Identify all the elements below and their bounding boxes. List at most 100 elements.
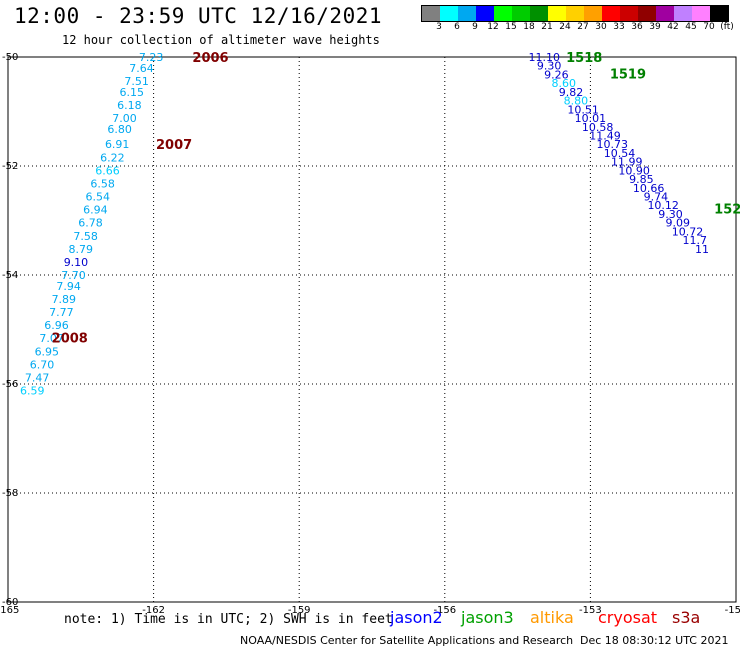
wave-height-point: 6.15 [120, 86, 145, 99]
wave-height-point: 6.91 [105, 138, 130, 151]
scale-label: 6 [454, 22, 460, 32]
scale-label: 12 [487, 22, 499, 32]
color-swatch [638, 6, 656, 21]
satellite-label-jason2: jason2 [390, 608, 443, 627]
wave-height-point: 6.58 [90, 177, 115, 190]
y-tick-label: -50 [2, 52, 18, 63]
scale-label: 45 [685, 22, 697, 32]
wave-height-point: 6.80 [107, 123, 132, 136]
color-swatch [674, 6, 692, 21]
scale-label: 33 [613, 22, 625, 32]
color-swatch [620, 6, 638, 21]
wave-height-point: 6.78 [78, 217, 103, 230]
footer-credit: NOAA/NESDIS Center for Satellite Applica… [240, 634, 574, 647]
wave-height-point: 6.94 [83, 204, 108, 217]
wave-height-point: 10.72 [672, 225, 704, 238]
scale-label: 21 [541, 22, 553, 32]
x-tick-label: -150 [725, 605, 740, 616]
color-swatch [584, 6, 602, 21]
x-tick-label: -153 [579, 605, 602, 616]
satellite-label-altika: altika [530, 608, 574, 627]
wave-height-point: 6.96 [44, 319, 69, 332]
wave-height-point: 11.7 [682, 234, 707, 247]
x-tick-label: -159 [288, 605, 311, 616]
scale-label: 36 [631, 22, 643, 32]
wave-height-point: 8.60 [551, 77, 576, 90]
wave-height-point: 9.30 [537, 60, 562, 73]
wave-height-point: 10.12 [647, 199, 679, 212]
wave-height-point: 10.90 [618, 164, 650, 177]
color-swatch [440, 6, 458, 21]
wave-height-point: 7.70 [61, 269, 86, 282]
footer-timestamp: Dec 18 08:30:12 UTC 2021 [580, 634, 729, 647]
color-swatch [494, 6, 512, 21]
satellite-label-s3a: s3a [672, 608, 701, 627]
wave-height-point: 10.51 [567, 103, 599, 116]
wave-height-point: 6.22 [100, 151, 125, 164]
color-swatch [476, 6, 494, 21]
color-swatch [656, 6, 674, 21]
scale-label: 42 [667, 22, 679, 32]
color-swatch [530, 6, 548, 21]
pass-label: 2007 [156, 138, 192, 153]
wave-height-point: 7.89 [52, 293, 77, 306]
wave-height-point: 7.00 [112, 112, 137, 125]
x-tick-label: -162 [142, 605, 165, 616]
wave-height-point: 7.51 [124, 75, 149, 88]
wave-height-point: 10.73 [596, 138, 628, 151]
x-tick-label: -156 [433, 605, 456, 616]
color-swatch [566, 6, 584, 21]
y-tick-label: -56 [2, 379, 18, 390]
wave-height-point: 9.09 [666, 217, 691, 230]
wave-height-point: 11.10 [529, 51, 561, 64]
color-swatch [602, 6, 620, 21]
scale-label: 15 [505, 22, 517, 32]
wave-height-point: 8.80 [564, 95, 589, 108]
footnote: note: 1) Time is in UTC; 2) SWH is in fe… [64, 612, 393, 627]
color-swatch [512, 6, 530, 21]
y-tick-label: -60 [2, 597, 18, 608]
wave-height-point: 9.26 [544, 68, 569, 81]
wave-height-point: 11.99 [611, 156, 643, 169]
wave-height-point: 10.01 [575, 112, 607, 125]
wave-height-point: 7.07 [39, 332, 64, 345]
page-title: 12:00 - 23:59 UTC 12/16/2021 [14, 4, 383, 28]
wave-height-color-scale [421, 5, 729, 22]
satellite-label-jason3: jason3 [461, 608, 514, 627]
scale-label: 9 [472, 22, 478, 32]
scale-label: 18 [523, 22, 535, 32]
wave-height-point: 11 [695, 243, 709, 256]
wave-height-point: 9.10 [64, 256, 89, 269]
wave-height-point: 9.74 [644, 191, 669, 204]
wave-height-point: 6.54 [86, 191, 111, 204]
wave-height-point: 7.77 [49, 306, 74, 319]
wave-height-point: 9.85 [629, 173, 654, 186]
scale-label: 24 [559, 22, 571, 32]
pass-label: 1519 [610, 67, 646, 82]
wave-height-point: 6.59 [20, 385, 45, 398]
wave-height-point: 10.54 [604, 147, 636, 160]
wave-height-point: 9.82 [559, 86, 584, 99]
y-tick-label: -52 [2, 161, 18, 172]
page-subtitle: 12 hour collection of altimeter wave hei… [62, 33, 380, 47]
wave-height-point: 9.30 [658, 208, 683, 221]
wave-height-point: 7.23 [139, 51, 164, 64]
scale-label: 27 [577, 22, 589, 32]
scale-label: 70 [703, 22, 715, 32]
color-swatch [548, 6, 566, 21]
color-swatch [692, 6, 710, 21]
color-swatch [422, 6, 440, 21]
wave-height-point: 10.58 [582, 121, 614, 134]
wave-height-point: 7.58 [73, 230, 98, 243]
wave-height-point: 11.49 [589, 129, 621, 142]
scale-label: (ft) [720, 22, 734, 32]
wave-height-point: 10.66 [633, 182, 665, 195]
scale-label: 39 [649, 22, 661, 32]
wave-height-point: 7.64 [129, 62, 154, 75]
pass-label: 1520 [714, 203, 740, 218]
wave-height-point: 6.66 [95, 164, 120, 177]
color-swatch [710, 6, 728, 21]
wave-height-point: 6.18 [117, 99, 142, 112]
y-tick-label: -58 [2, 488, 18, 499]
